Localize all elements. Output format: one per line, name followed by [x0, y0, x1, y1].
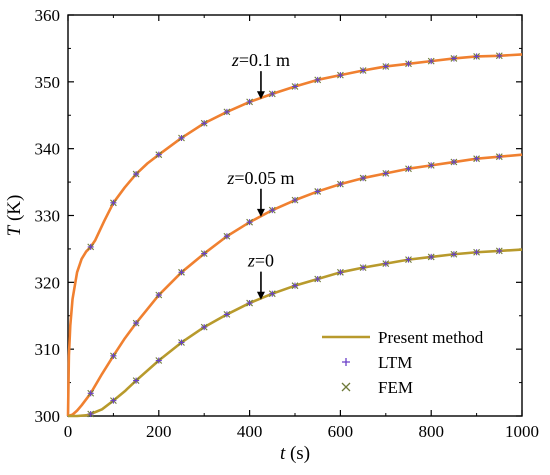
legend-label: FEM — [378, 378, 413, 397]
ltm-marker — [110, 199, 117, 206]
ltm-marker — [292, 197, 298, 204]
series-line — [66, 53, 523, 417]
x-axis-label: t (s) — [280, 443, 310, 464]
legend-plus-swatch — [342, 358, 350, 366]
ltm-marker — [201, 120, 208, 127]
ltm-marker — [450, 55, 457, 62]
ltm-marker — [87, 243, 94, 250]
ltm-marker — [292, 83, 298, 90]
legend-label: LTM — [378, 353, 412, 372]
annotation-label: z=0.05 m — [226, 168, 294, 188]
ltm-marker — [450, 159, 457, 166]
ltm-marker — [178, 339, 185, 346]
ltm-marker — [405, 60, 412, 67]
ltm-marker — [223, 311, 230, 318]
ltm-marker — [269, 207, 276, 214]
ltm-marker — [337, 72, 344, 79]
ltm-marker — [201, 324, 208, 331]
series-line — [67, 153, 523, 418]
ltm-marker — [496, 153, 503, 160]
y-tick-label: 330 — [35, 207, 61, 226]
ltm-marker — [337, 181, 344, 188]
ltm-marker — [201, 250, 208, 257]
ltm-marker — [496, 247, 503, 254]
ltm-marker — [360, 175, 367, 182]
y-axis-label: T (K) — [4, 195, 25, 237]
annotation-arrow-head — [256, 208, 265, 217]
ltm-marker — [246, 219, 253, 226]
x-tick-label: 200 — [146, 422, 172, 441]
annotation-label: z=0.1 m — [231, 50, 290, 70]
ltm-marker — [382, 170, 389, 177]
ltm-marker — [155, 357, 162, 364]
ltm-marker — [314, 275, 321, 282]
legend-cross-swatch — [341, 382, 351, 392]
ltm-marker — [382, 63, 389, 70]
ltm-marker — [450, 251, 457, 258]
ltm-marker — [405, 165, 412, 172]
ltm-marker — [133, 171, 140, 178]
y-tick-label: 350 — [35, 73, 61, 92]
ltm-marker — [246, 98, 253, 105]
ltm-marker — [382, 260, 389, 267]
ltm-marker — [133, 377, 140, 384]
ltm-marker — [473, 155, 480, 162]
ltm-marker — [87, 410, 94, 417]
legend-label: Present method — [378, 328, 484, 347]
annotation-label: z=0 — [247, 251, 274, 271]
ltm-marker — [314, 188, 321, 195]
ltm-marker — [223, 233, 230, 240]
ltm-marker — [292, 282, 298, 289]
ltm-marker — [428, 253, 435, 260]
x-tick-label: 1000 — [505, 422, 539, 441]
annotation-arrow-head — [256, 291, 265, 300]
x-tick-label: 400 — [237, 422, 263, 441]
annotation-arrow-head — [256, 91, 265, 100]
ltm-marker — [337, 269, 344, 276]
plot-frame — [67, 14, 523, 417]
y-tick-label: 320 — [35, 273, 61, 292]
ltm-marker — [87, 390, 94, 397]
ltm-marker — [155, 151, 162, 158]
y-tick-label: 360 — [35, 6, 61, 25]
ltm-marker — [314, 76, 321, 83]
ltm-marker — [178, 269, 185, 276]
ltm-marker — [223, 108, 230, 115]
ltm-marker — [110, 397, 117, 404]
x-tick-label: 0 — [64, 422, 73, 441]
ltm-marker — [360, 67, 367, 74]
ltm-marker — [473, 53, 480, 60]
ltm-marker — [428, 58, 435, 65]
x-tick-label: 800 — [418, 422, 444, 441]
ltm-marker — [269, 90, 276, 97]
ltm-marker — [428, 162, 435, 169]
y-tick-label: 310 — [35, 340, 61, 359]
y-tick-label: 300 — [35, 407, 61, 426]
y-tick-label: 340 — [35, 140, 61, 159]
ltm-marker — [178, 134, 185, 141]
ltm-marker — [360, 264, 367, 271]
ltm-marker — [405, 256, 412, 263]
x-tick-label: 600 — [328, 422, 354, 441]
ltm-marker — [473, 249, 480, 256]
ltm-marker — [110, 352, 117, 359]
ltm-marker — [155, 292, 162, 299]
ltm-marker — [133, 320, 140, 327]
ltm-marker — [269, 290, 276, 297]
ltm-marker — [496, 52, 503, 59]
ltm-marker — [246, 300, 253, 307]
